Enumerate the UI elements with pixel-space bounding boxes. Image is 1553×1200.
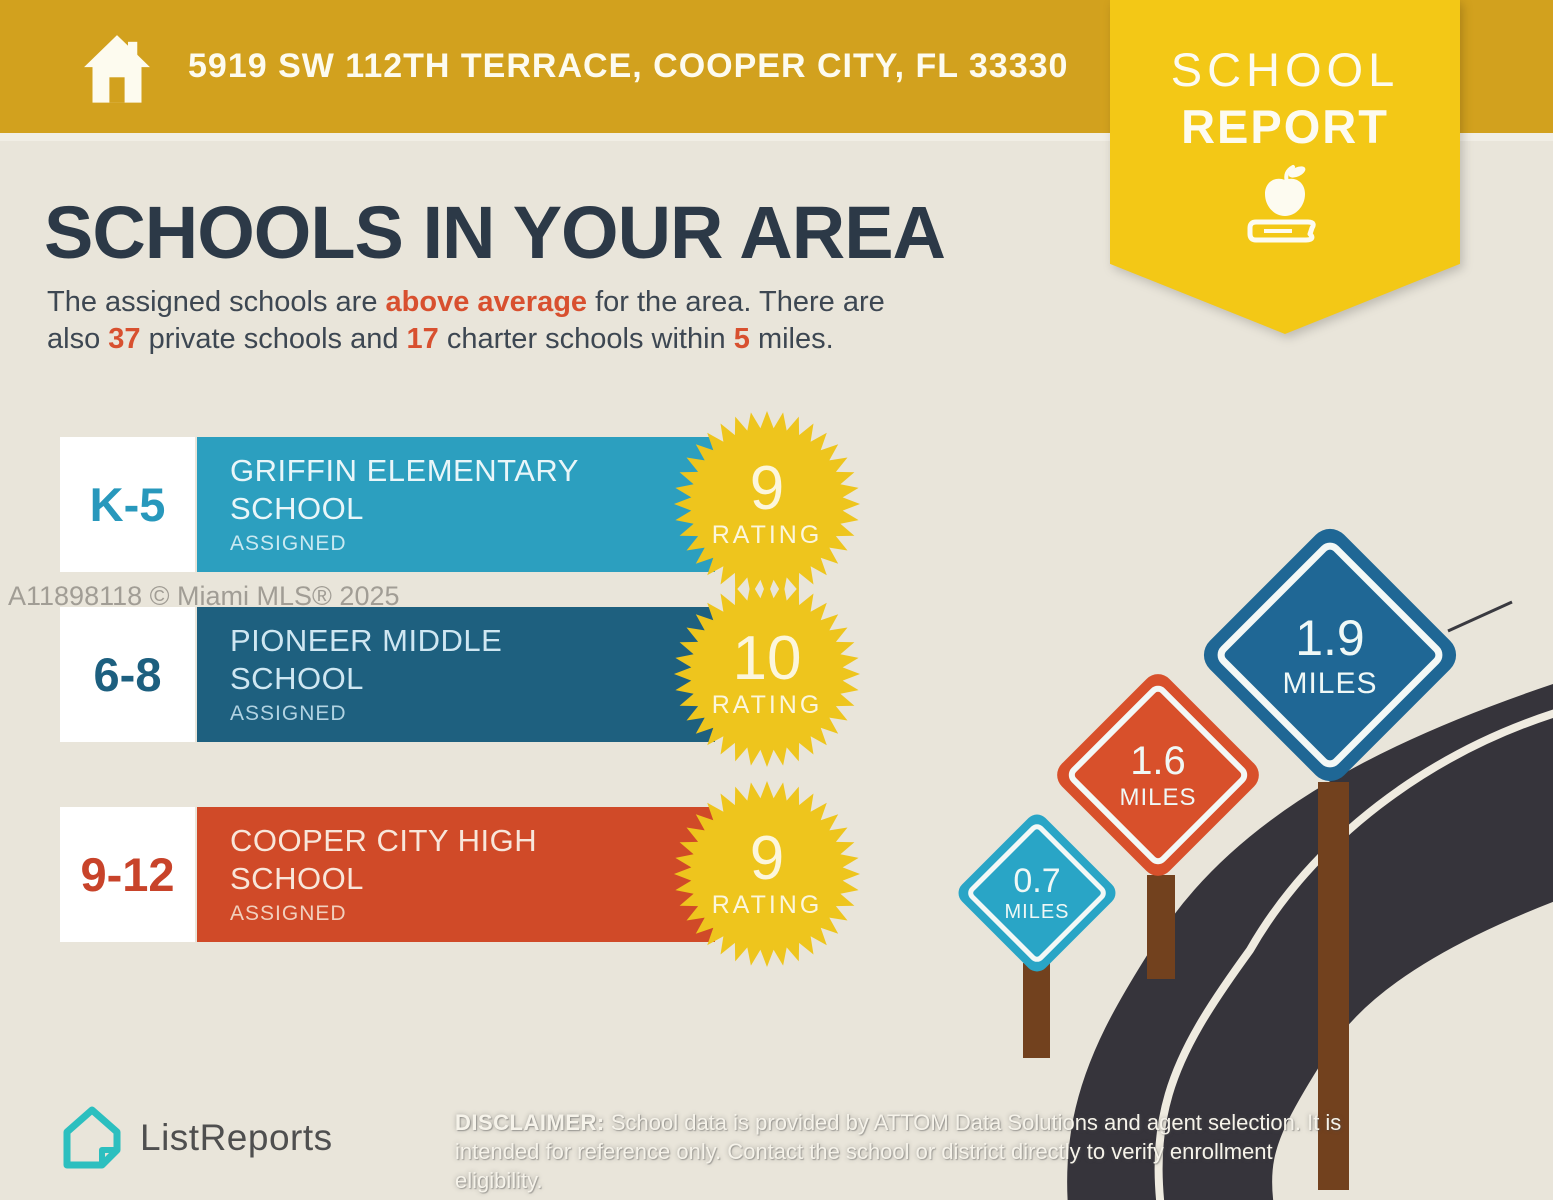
distance-unit: MILES [1004, 901, 1070, 923]
listreports-brand-name: ListReports [140, 1117, 333, 1158]
listreports-logo: ListReports [60, 1104, 333, 1172]
rating-caption: RATING [711, 520, 823, 549]
private-school-count: 37 [108, 323, 141, 355]
grade-range-badge: 9-12 [60, 807, 195, 942]
distance-sign-elementary: 0.7 MILES [953, 809, 1121, 977]
school-bar: COOPER CITY HIGH SCHOOL ASSIGNED [197, 807, 715, 942]
rating-starburst: 9 RATING [672, 409, 862, 599]
badge-title-line1: SCHOOL [1170, 43, 1400, 96]
rating-value: 9 [749, 453, 785, 523]
school-row-high: 9-12 COOPER CITY HIGH SCHOOL ASSIGNED 9 R… [60, 781, 860, 967]
charter-school-count: 17 [406, 323, 439, 355]
listreports-logo-icon [63, 1106, 121, 1169]
banner-shadow-strip [0, 133, 1553, 141]
school-report-badge: SCHOOL REPORT [1110, 0, 1460, 334]
school-name: COOPER CITY HIGH SCHOOL [230, 823, 538, 896]
intro-paragraph: The assigned schools are above average f… [47, 284, 885, 358]
home-icon [84, 35, 150, 103]
intro-line1: The assigned schools are above average f… [47, 286, 885, 318]
rating-caption: RATING [711, 690, 823, 719]
property-address: 5919 SW 112TH TERRACE, COOPER CITY, FL 3… [188, 47, 1069, 85]
school-row-elementary: K-5 GRIFFIN ELEMENTARY SCHOOL ASSIGNED 9 … [60, 411, 860, 597]
school-row-middle: 6-8 PIONEER MIDDLE SCHOOL ASSIGNED 10 RAT… [60, 581, 860, 767]
distance-value: 1.9 [1295, 610, 1365, 666]
assigned-label: ASSIGNED [230, 702, 347, 725]
rating-value: 9 [749, 823, 785, 893]
school-name: PIONEER MIDDLE SCHOOL [230, 623, 503, 696]
rating-value: 10 [732, 623, 802, 693]
badge-title-line2: REPORT [1181, 100, 1389, 153]
mls-watermark: A11898118 © Miami MLS® 2025 [8, 581, 400, 611]
school-bar: GRIFFIN ELEMENTARY SCHOOL ASSIGNED [197, 437, 715, 572]
apple-book-icon [1247, 165, 1316, 243]
distance-unit: MILES [1282, 667, 1378, 700]
radius-miles: 5 [733, 323, 750, 355]
grade-range-badge: 6-8 [60, 607, 195, 742]
rating-caption: RATING [711, 890, 823, 919]
assigned-label: ASSIGNED [230, 532, 347, 555]
intro-line2: also 37 private schools and 17 charter s… [47, 323, 834, 355]
school-bar: PIONEER MIDDLE SCHOOL ASSIGNED [197, 607, 715, 742]
page-title: SCHOOLS IN YOUR AREA [44, 191, 946, 274]
distance-value: 1.6 [1130, 738, 1186, 783]
rating-starburst: 10 RATING [672, 579, 862, 769]
distance-value: 0.7 [1013, 862, 1061, 900]
rating-starburst: 9 RATING [672, 779, 862, 969]
grade-range-badge: K-5 [60, 437, 195, 572]
disclaimer-text: DISCLAIMER: School data is provided by A… [455, 1110, 1342, 1193]
distance-unit: MILES [1119, 783, 1197, 811]
school-name: GRIFFIN ELEMENTARY SCHOOL [230, 453, 579, 526]
road-edge-line [1447, 600, 1513, 633]
sign-post-red [1147, 875, 1175, 979]
assigned-label: ASSIGNED [230, 902, 347, 925]
sign-post-teal [1023, 963, 1050, 1058]
highlight-above-average: above average [385, 286, 588, 318]
